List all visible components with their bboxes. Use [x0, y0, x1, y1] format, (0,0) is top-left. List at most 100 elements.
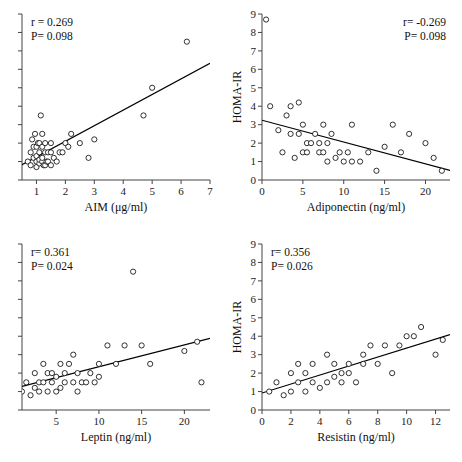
data-point — [49, 380, 54, 385]
data-point — [349, 159, 354, 164]
x-tick-label: 10 — [93, 415, 105, 427]
x-tick — [262, 180, 263, 184]
y-tick-label: 7 — [251, 45, 257, 57]
data-point — [284, 113, 289, 118]
data-point — [366, 150, 371, 155]
y-tick — [18, 410, 22, 411]
x-tick — [435, 410, 436, 414]
y-tick — [18, 32, 22, 33]
x-tick-label: 2 — [63, 185, 69, 197]
y-tick — [258, 317, 262, 318]
x-tick-label: 1 — [34, 185, 40, 197]
panel: 051015200123456789Adiponectin (ng/ml)HOM… — [230, 8, 450, 214]
y-tick — [18, 161, 22, 162]
data-point — [339, 380, 344, 385]
y-tick — [18, 299, 22, 300]
y-tick — [258, 161, 262, 162]
x-tick-label: 0 — [259, 415, 265, 427]
data-point — [38, 113, 43, 118]
y-tick-label: 3 — [251, 118, 257, 130]
data-point — [325, 159, 330, 164]
data-point — [368, 343, 373, 348]
data-point — [440, 337, 445, 342]
y-tick — [18, 14, 22, 15]
data-point — [374, 168, 379, 173]
data-point — [60, 150, 65, 155]
y-tick — [18, 87, 22, 88]
x-tick-label: 10 — [401, 415, 413, 427]
data-point — [296, 361, 301, 366]
y-axis-line — [262, 14, 263, 180]
y-tick-label: 0 — [251, 174, 257, 186]
y-tick — [258, 391, 262, 392]
x-tick — [302, 180, 303, 184]
data-point — [66, 361, 71, 366]
x-tick — [141, 410, 142, 414]
data-point — [407, 131, 412, 136]
data-point — [88, 371, 93, 376]
data-point — [341, 159, 346, 164]
x-tick-label: 3 — [92, 185, 98, 197]
data-point — [274, 380, 279, 385]
y-tick — [258, 180, 262, 181]
data-point — [324, 352, 329, 357]
data-point — [382, 343, 387, 348]
y-tick-label: 8 — [251, 256, 257, 268]
y-tick — [18, 336, 22, 337]
data-point — [150, 85, 155, 90]
x-tick — [98, 410, 99, 414]
annotation: r= 0.356 — [271, 246, 310, 258]
data-point — [313, 131, 318, 136]
data-point — [321, 150, 326, 155]
data-point — [32, 371, 37, 376]
data-point — [321, 122, 326, 127]
data-point — [346, 361, 351, 366]
annotation: P= 0.098 — [31, 30, 73, 42]
data-point — [28, 163, 33, 168]
data-point — [69, 131, 74, 136]
data-point — [199, 380, 204, 385]
data-point — [43, 141, 48, 146]
data-point — [361, 361, 366, 366]
y-tick — [18, 391, 22, 392]
data-point — [292, 155, 297, 160]
data-point — [28, 393, 33, 398]
panel: 0246810120123456789Resistin (ng/ml)HOMA-… — [230, 238, 450, 444]
data-point — [49, 371, 54, 376]
x-tick-label: 6 — [178, 185, 184, 197]
x-tick-label: 20 — [420, 185, 432, 197]
data-point — [288, 389, 293, 394]
data-point — [439, 168, 444, 173]
y-tick-label: 5 — [251, 312, 257, 324]
data-point — [105, 343, 110, 348]
data-point — [349, 122, 354, 127]
y-tick — [258, 143, 262, 144]
x-tick-label: 4 — [317, 415, 323, 427]
regression-line — [262, 335, 450, 393]
background — [0, 0, 462, 462]
data-point — [431, 155, 436, 160]
data-point — [300, 122, 305, 127]
y-axis-label: HOMA-IR — [230, 71, 244, 124]
y-tick — [258, 354, 262, 355]
x-tick-label: 15 — [136, 415, 148, 427]
data-point — [404, 334, 409, 339]
y-tick — [18, 280, 22, 281]
y-tick — [258, 32, 262, 33]
data-point — [182, 348, 187, 353]
y-tick-label: 8 — [251, 26, 257, 38]
y-tick — [258, 69, 262, 70]
regression-line — [22, 63, 210, 164]
y-tick — [258, 373, 262, 374]
data-point — [288, 131, 293, 136]
data-point — [418, 324, 423, 329]
panel: 1234567AIM (μg/ml)r = 0.269P= 0.098 — [18, 14, 213, 214]
x-tick — [262, 410, 263, 414]
x-tick-label: 0 — [259, 185, 265, 197]
x-axis-label: Leptin (ng/ml) — [81, 430, 151, 444]
y-tick — [258, 87, 262, 88]
data-point — [92, 137, 97, 142]
data-point — [122, 343, 127, 348]
y-tick — [258, 106, 262, 107]
data-point — [32, 385, 37, 390]
